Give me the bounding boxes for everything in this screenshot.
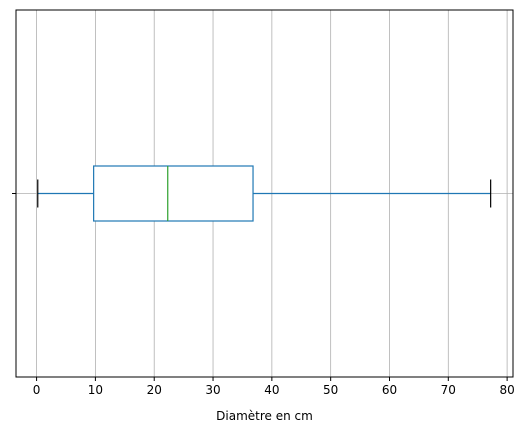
x-axis-ticks: 0 10 20 30 40 50 60 70 80 [33, 377, 515, 397]
x-tick-label: 70 [441, 383, 456, 397]
x-tick-label: 0 [33, 383, 41, 397]
x-tick-label: 10 [88, 383, 103, 397]
x-tick-label: 40 [264, 383, 279, 397]
iqr-box [93, 165, 254, 222]
box-plot [37, 165, 492, 222]
x-tick-label: 50 [323, 383, 338, 397]
x-tick-label: 30 [205, 383, 220, 397]
x-tick-label: 80 [499, 383, 514, 397]
x-tick-label: 60 [382, 383, 397, 397]
x-tick-label: 20 [147, 383, 162, 397]
x-axis-label: Diamètre en cm [216, 409, 313, 423]
